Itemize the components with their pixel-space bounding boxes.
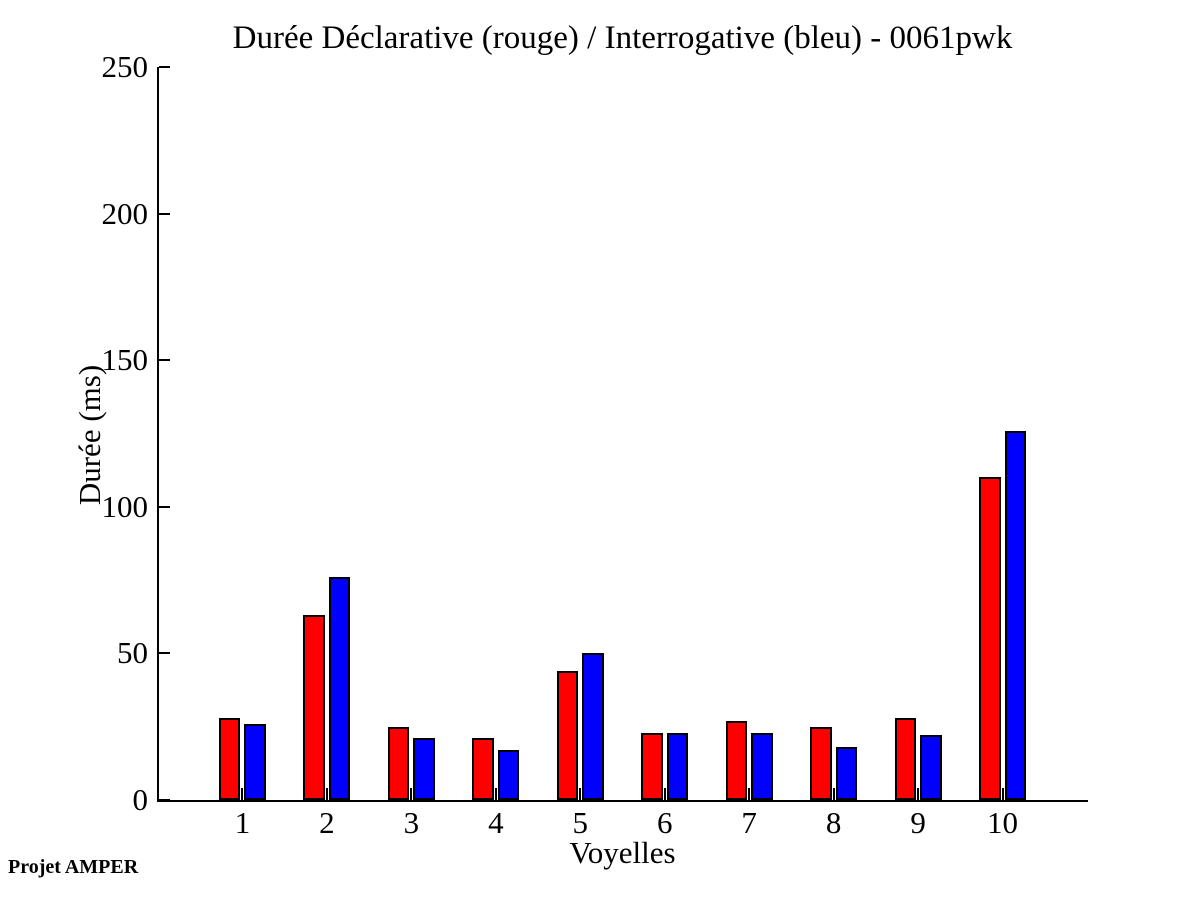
bar-declarative-1	[218, 717, 241, 800]
x-tick-label: 3	[403, 805, 420, 840]
y-tick	[159, 652, 170, 655]
x-tick-label: 7	[741, 805, 757, 840]
x-tick	[917, 788, 920, 800]
chart-title: Durée Déclarative (rouge) / Interrogativ…	[232, 20, 1013, 56]
x-axis-line	[157, 800, 1088, 802]
bar-interrogative-1	[244, 723, 266, 800]
bar-declarative-6	[641, 732, 663, 800]
x-tick	[325, 788, 328, 800]
bar-interrogative-10	[1004, 430, 1027, 800]
x-tick	[663, 788, 666, 800]
y-tick-label: 50	[117, 635, 148, 671]
y-tick	[159, 359, 170, 362]
x-tick-label: 10	[987, 805, 1019, 840]
bar-declarative-10	[979, 477, 1001, 800]
bar-declarative-5	[556, 670, 579, 800]
x-axis-label: Voyelles	[569, 835, 676, 870]
x-tick	[494, 788, 497, 800]
bar-declarative-8	[810, 726, 832, 800]
y-tick-label: 0	[132, 782, 149, 817]
x-tick-label: 2	[319, 805, 335, 840]
bar-declarative-7	[725, 720, 748, 800]
bar-declarative-9	[894, 717, 917, 800]
y-tick	[159, 66, 170, 68]
y-tick-label: 250	[101, 49, 149, 84]
bar-interrogative-8	[835, 747, 858, 800]
x-tick-label: 9	[910, 805, 926, 840]
x-tick-label: 5	[572, 805, 589, 840]
footer-note: Projet AMPER	[8, 856, 139, 878]
x-tick-label: 1	[234, 805, 251, 840]
bar-interrogative-6	[666, 732, 689, 800]
x-tick	[241, 788, 244, 800]
bar-declarative-4	[472, 738, 494, 800]
y-axis-line	[157, 67, 159, 802]
bar-interrogative-9	[920, 735, 942, 800]
bar-interrogative-5	[582, 653, 604, 800]
x-tick	[410, 788, 413, 800]
y-tick	[159, 212, 170, 215]
y-tick-label: 200	[101, 195, 149, 231]
bar-declarative-3	[387, 726, 410, 800]
x-tick-label: 4	[488, 805, 504, 840]
y-axis-label: Durée (ms)	[72, 364, 107, 506]
x-tick	[579, 788, 582, 800]
y-tick-label: 150	[101, 342, 149, 378]
bar-interrogative-3	[413, 738, 435, 800]
y-tick	[159, 799, 170, 801]
bar-interrogative-7	[751, 732, 773, 800]
x-tick-label: 8	[825, 805, 842, 840]
y-tick	[159, 505, 170, 508]
bar-interrogative-2	[328, 577, 351, 800]
bar-interrogative-4	[497, 750, 520, 800]
bar-declarative-2	[303, 615, 325, 800]
x-tick	[748, 788, 751, 800]
x-tick	[1001, 788, 1004, 800]
x-tick	[832, 788, 835, 800]
y-tick-label: 100	[101, 488, 149, 524]
x-tick-label: 6	[656, 805, 673, 840]
